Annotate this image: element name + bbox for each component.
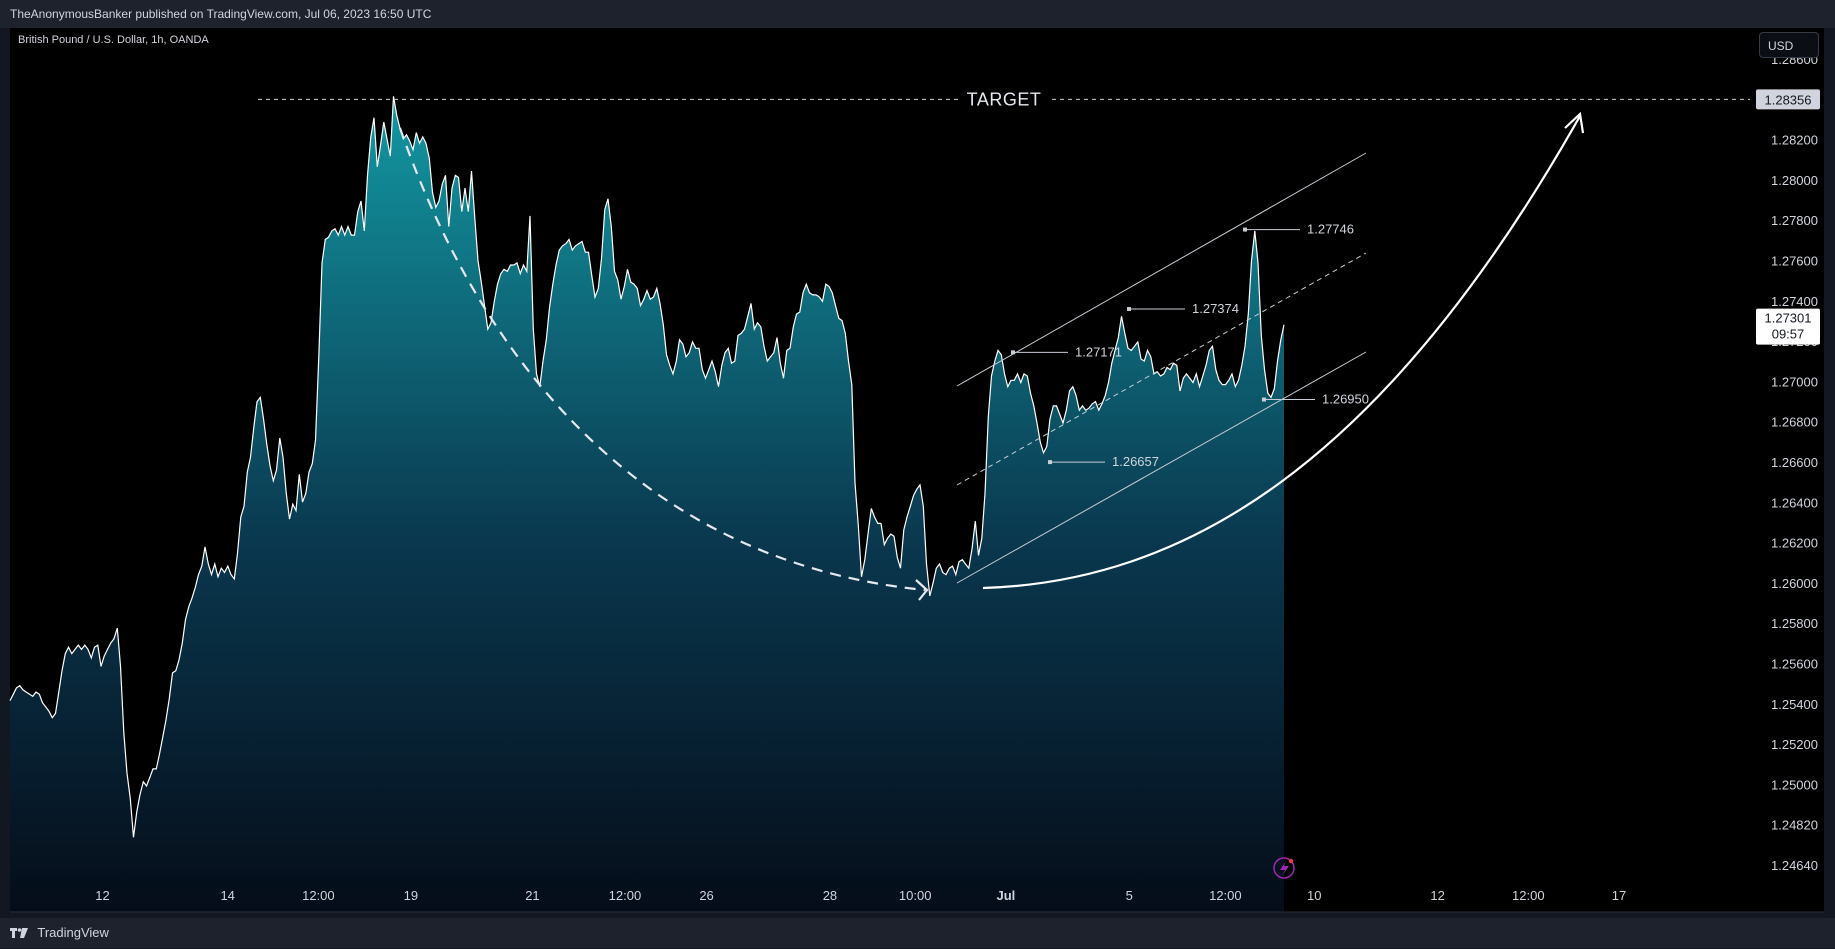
event-bolt-glyph-icon [1280,861,1289,876]
x-tick-label: 10:00 [899,888,932,903]
x-tick-label: 12 [95,888,109,903]
level-marker-dot [1243,227,1247,232]
channel-middle-line[interactable] [956,252,1367,486]
y-tick-label: 1.26800 [1771,415,1818,430]
y-tick-label: 1.26400 [1771,495,1818,510]
x-tick-label: 28 [823,888,837,903]
x-tick-label: 26 [699,888,713,903]
decline-arrow-curve[interactable] [398,127,926,592]
level-marker-dot [1262,397,1266,402]
y-tick-label: 1.26000 [1771,576,1818,591]
x-tick-label: 19 [404,888,418,903]
rally-arrow-head-icon [1564,111,1585,134]
footer-brand: TradingView [37,925,109,940]
level-label: 1.27746 [1307,222,1354,237]
y-tick-label: 1.27600 [1771,254,1818,269]
y-tick-label: 1.26200 [1771,536,1818,551]
x-tick-label: 5 [1126,888,1133,903]
y-tick-label: 1.28000 [1771,173,1818,188]
x-tick-label: 12 [1430,888,1444,903]
target-price-text: 1.28356 [1765,92,1812,107]
symbol-title: British Pound / U.S. Dollar, 1h, OANDA [18,34,209,46]
x-tick-label: 12:00 [1209,888,1242,903]
level-label: 1.27374 [1192,301,1239,316]
last-price-text: 1.27301 [1765,311,1812,326]
y-tick-label: 1.24820 [1771,818,1818,833]
x-tick-label: 10 [1307,888,1321,903]
y-tick-label: 1.25800 [1771,616,1818,631]
y-tick-label: 1.27400 [1771,294,1818,309]
target-label: TARGET [967,89,1042,109]
level-marker-dot [1011,350,1015,355]
level-marker-dot [1127,307,1131,312]
x-tick-label: 12:00 [609,888,642,903]
footer-bar: TradingView [0,918,1835,948]
channel-lower-line[interactable] [956,351,1367,584]
level-label: 1.27171 [1075,344,1122,359]
y-tick-label: 1.25400 [1771,697,1818,712]
rally-arrow-curve[interactable] [982,115,1581,590]
decline-arrow-head-icon [915,579,929,601]
x-tick-label: 14 [220,888,234,903]
event-dot-icon [1288,858,1294,864]
level-label: 1.26657 [1112,454,1159,469]
level-marker-dot [1048,460,1052,465]
level-label: 1.26950 [1322,392,1369,407]
y-tick-label: 1.24640 [1771,858,1818,873]
price-area-fill [10,96,1284,913]
x-tick-label: 12:00 [302,888,335,903]
channel-upper-line[interactable] [956,152,1367,387]
x-tick-label: 12:00 [1512,888,1545,903]
y-tick-label: 1.27000 [1771,374,1818,389]
tradingview-logo-icon [10,919,28,949]
countdown-text: 09:57 [1772,327,1805,342]
x-tick-label: 21 [525,888,539,903]
y-tick-label: 1.27800 [1771,213,1818,228]
y-tick-label: 1.25600 [1771,657,1818,672]
currency-button[interactable]: USD [1759,32,1819,58]
y-tick-label: 1.25200 [1771,737,1818,752]
target-price-badge [1756,89,1820,110]
y-tick-label: 1.25000 [1771,777,1818,792]
x-tick-label: Jul [996,888,1015,903]
y-tick-label: 1.28200 [1771,133,1818,148]
last-price-badge [1756,308,1820,345]
event-bolt-icon[interactable] [1273,857,1295,879]
x-tick-label: 17 [1612,888,1626,903]
published-header: TheAnonymousBanker published on TradingV… [0,0,1835,28]
price-line[interactable] [9,96,1285,838]
y-tick-label: 1.26600 [1771,455,1818,470]
